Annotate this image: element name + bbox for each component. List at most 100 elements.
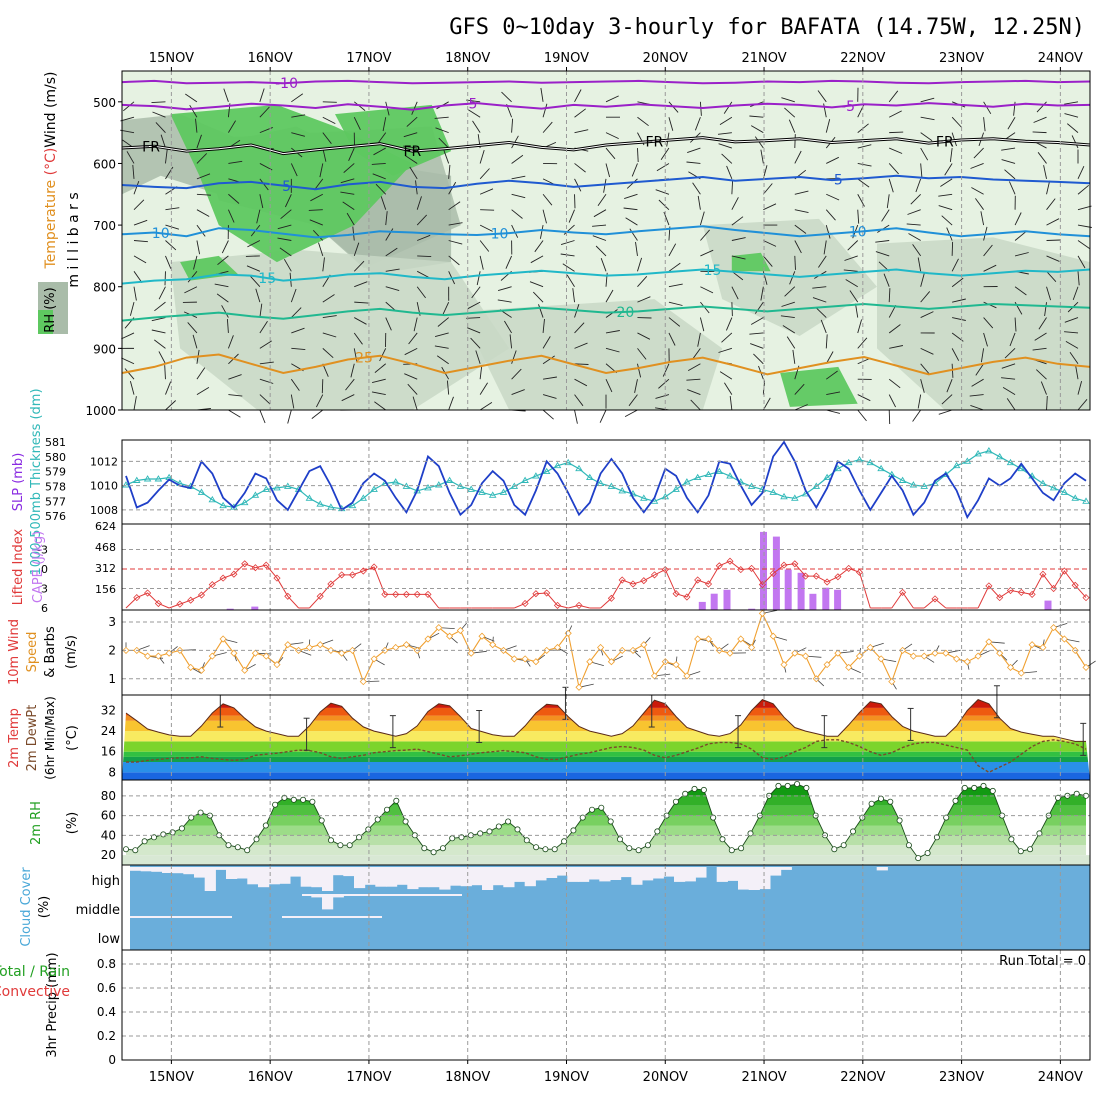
date-label-bottom: 17NOV — [346, 1070, 391, 1085]
lifted-point — [607, 594, 615, 602]
temp-band — [122, 699, 1090, 708]
wind-barb — [311, 409, 324, 419]
panel-ylabel-text: (°C) — [65, 725, 80, 751]
panel-ylabel: Lifted Index — [11, 528, 26, 605]
rh-point — [272, 801, 279, 808]
lifted-point — [899, 588, 907, 596]
wind-speed-point — [920, 652, 928, 660]
wind-speed-point — [877, 655, 885, 663]
rh-tick: 40 — [101, 828, 116, 842]
rh-point — [989, 787, 996, 794]
wind-barb — [920, 273, 925, 287]
wind-barb — [975, 363, 984, 376]
cloud-high-gap — [300, 867, 312, 887]
slp-line — [125, 440, 1087, 520]
rh-floor — [122, 855, 1090, 865]
wind-barb — [906, 223, 921, 226]
wind-barb — [314, 178, 324, 191]
date-label-bottom: 22NOV — [840, 1070, 885, 1085]
rh-point — [123, 846, 130, 853]
lifted-point — [791, 560, 799, 568]
wind-barb — [340, 178, 355, 184]
panel-ylabel: 2m DewPt — [25, 705, 40, 772]
thickness-point — [963, 457, 972, 464]
rh-tick: 60 — [101, 809, 116, 823]
wind-barb — [574, 108, 586, 118]
wind-barb — [259, 88, 265, 102]
wind-barb — [687, 389, 701, 396]
wind-barb — [668, 117, 674, 131]
wind-barb — [382, 117, 387, 132]
wind-barb — [910, 193, 921, 205]
wind-speed-point — [219, 635, 227, 643]
wind-barb — [1014, 286, 1027, 296]
lifted-point — [780, 561, 788, 569]
cloud-high-gap — [588, 867, 600, 880]
wind-barb — [385, 317, 392, 331]
wind-barb — [284, 194, 292, 208]
labels-layer: 15NOV 15NOV 16NOV 16NOV 17NOV 17NOV 18NOV 18NOV… — [0, 51, 1086, 1085]
rh-point — [309, 798, 316, 805]
wind-barb — [259, 361, 274, 365]
wind-barb — [750, 317, 764, 325]
wind-barb — [187, 271, 198, 283]
wind-barb — [628, 394, 638, 407]
thickness-point — [791, 494, 799, 501]
wind-tick: 1 — [108, 672, 116, 686]
cloud-tick-middle: middle — [76, 903, 120, 918]
cape-tick: 624 — [95, 520, 116, 533]
cape-bar — [809, 593, 817, 610]
wind-barb — [574, 342, 588, 349]
rh-point — [514, 826, 521, 833]
thickness-point — [672, 485, 680, 492]
wind-barb — [784, 286, 796, 297]
wind-speed-point — [845, 663, 853, 671]
wind-speed-point — [284, 641, 292, 649]
wind-barb — [290, 394, 295, 409]
wind-barb — [221, 240, 229, 254]
slp-tick: 1012 — [90, 455, 118, 468]
wind-barb — [187, 322, 198, 334]
wind-barb — [406, 116, 418, 127]
wind-barb — [466, 317, 481, 319]
wind-barb — [354, 281, 368, 288]
wind-speed-point — [640, 641, 648, 649]
wind-barb — [566, 274, 575, 287]
thickness-point — [435, 481, 443, 488]
wind-barb — [634, 379, 638, 393]
wind-barb — [820, 319, 827, 334]
wind-barb — [319, 163, 324, 178]
wind-barb — [568, 209, 575, 223]
cloud-high-gap — [482, 867, 494, 890]
wind-barb — [189, 104, 198, 118]
wind-speed-point — [359, 678, 367, 686]
wind-barb — [471, 286, 481, 299]
thickness-point — [693, 473, 702, 481]
lifted-point — [521, 599, 529, 608]
rh-point — [150, 834, 157, 841]
lifted-point — [1082, 594, 1090, 602]
wind-barb — [409, 166, 418, 180]
thickness-point — [133, 476, 141, 483]
wind-barb — [668, 283, 683, 288]
lifted-point — [748, 564, 756, 572]
wind-barb — [196, 209, 210, 217]
wind-barb — [1077, 205, 1092, 211]
wind-barb — [416, 196, 422, 210]
cloud-high-gap — [258, 867, 270, 888]
wind-barb — [721, 153, 733, 164]
panel-ylabel: (%) — [65, 812, 80, 835]
cloud-high-gap — [492, 867, 504, 886]
panel-ylabel-text: & Barbs — [43, 626, 58, 678]
isotherm-label: 10 — [849, 225, 867, 241]
rh-green — [780, 366, 858, 407]
cloud-high-gap — [428, 867, 440, 888]
rh-point — [290, 796, 297, 803]
wind-barb — [416, 270, 430, 279]
thickness-point — [370, 485, 378, 492]
cloud-high-gap — [172, 867, 184, 874]
wind-barb — [1077, 271, 1080, 286]
wind-speed-point — [802, 652, 810, 660]
wind-barb — [542, 103, 548, 118]
wind-speed-point — [510, 655, 518, 663]
